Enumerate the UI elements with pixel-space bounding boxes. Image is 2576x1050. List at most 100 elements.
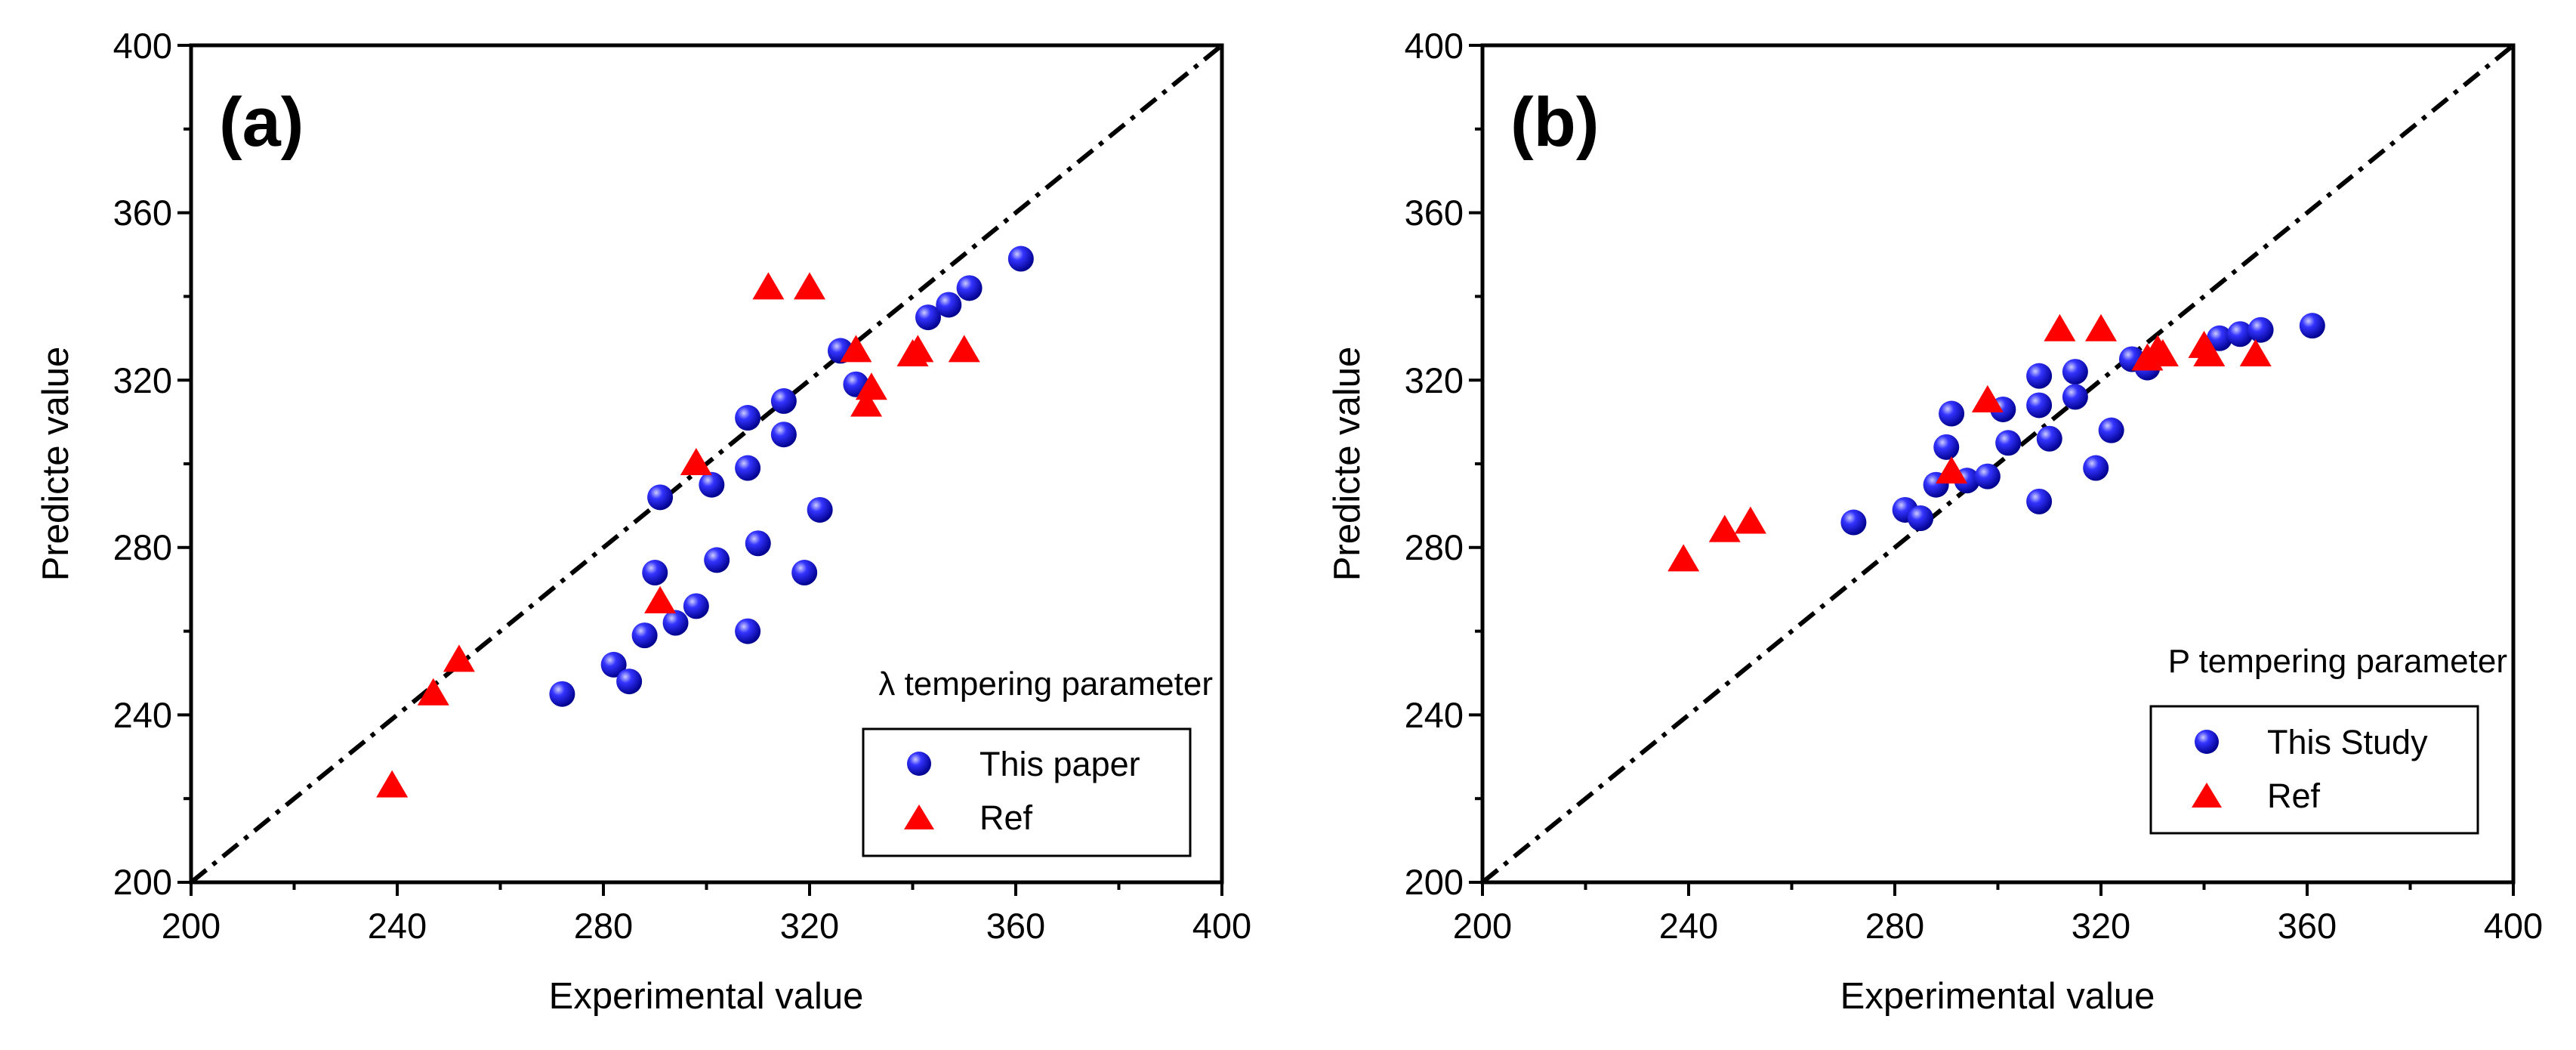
x-tick-label: 400 xyxy=(1192,906,1251,946)
data-point-this-study xyxy=(600,651,627,678)
x-tick-labels: 200 240 280 320 360 400 xyxy=(1453,906,2543,946)
data-point-this-study xyxy=(2083,455,2109,481)
data-point-ref xyxy=(1734,506,1766,534)
x-axis-title: Experimental value xyxy=(1840,976,2155,1017)
axis-ticks xyxy=(177,44,1223,896)
data-point-this-study xyxy=(735,455,761,481)
data-point-this-study xyxy=(745,530,771,557)
annotation-text: P tempering parameter xyxy=(2168,643,2507,680)
y-tick-label: 200 xyxy=(1405,862,1464,902)
data-point-this-study xyxy=(2062,359,2088,385)
x-tick-label: 240 xyxy=(368,906,427,946)
y-tick-label: 400 xyxy=(1405,26,1464,66)
data-point-this-study xyxy=(704,547,730,573)
data-point-this-study xyxy=(642,560,668,586)
data-point-this-study xyxy=(699,471,725,498)
legend-marker-sphere xyxy=(2195,730,2219,754)
panel-label: (a) xyxy=(219,84,304,161)
reference-diagonal-line xyxy=(1481,43,2515,885)
x-tick-label: 200 xyxy=(162,906,221,946)
data-point-ref xyxy=(644,585,677,613)
y-tick-label: 360 xyxy=(113,193,172,233)
data-point-this-study xyxy=(770,422,797,448)
y-tick-label: 240 xyxy=(1405,695,1464,735)
data-point-ref xyxy=(850,389,883,417)
legend-label: This Study xyxy=(2267,723,2428,761)
legend-box xyxy=(2149,705,2479,835)
data-point-this-study xyxy=(1908,505,1934,532)
data-point-this-study xyxy=(2206,325,2232,351)
data-point-this-study xyxy=(662,610,689,636)
data-point-this-study xyxy=(807,496,833,523)
x-tick-label: 240 xyxy=(1659,906,1718,946)
data-point-this-study xyxy=(735,618,761,644)
y-tick-label: 320 xyxy=(1405,360,1464,400)
y-tick-labels: 200 240 280 320 360 400 xyxy=(113,26,172,902)
x-tick-labels: 200 240 280 320 360 400 xyxy=(162,906,1251,946)
data-point-ref xyxy=(752,272,785,300)
data-point-ref xyxy=(902,335,934,363)
data-point-this-study xyxy=(2026,488,2053,514)
data-point-this-study xyxy=(791,560,818,586)
legend-box xyxy=(862,727,1192,857)
data-point-ref xyxy=(840,335,872,363)
x-tick-label: 320 xyxy=(2072,906,2130,946)
y-tick-label: 240 xyxy=(113,695,172,735)
data-point-ref xyxy=(948,335,980,363)
data-point-ref xyxy=(2193,338,2226,366)
data-point-ref xyxy=(1708,514,1741,542)
data-point-this-study xyxy=(683,593,709,619)
x-tick-label: 280 xyxy=(574,906,633,946)
data-point-this-study xyxy=(616,669,643,695)
legend-marker-sphere xyxy=(907,752,931,776)
y-axis-title: Predicte value xyxy=(1327,347,1368,582)
data-point-ref xyxy=(2044,313,2076,341)
data-point-ref xyxy=(794,272,825,300)
x-tick-label: 200 xyxy=(1453,906,1512,946)
data-point-this-study xyxy=(2026,392,2053,418)
y-tick-label: 360 xyxy=(1405,193,1464,233)
y-tick-label: 320 xyxy=(113,360,172,400)
data-point-ref xyxy=(376,770,409,798)
legend: This paper Ref xyxy=(862,727,1192,857)
y-tick-label: 200 xyxy=(113,862,172,902)
legend-marker-triangle xyxy=(2192,783,2222,808)
data-point-this-study xyxy=(2227,321,2254,347)
data-point-ref xyxy=(2146,338,2179,366)
data-point-this-study xyxy=(2036,425,2062,452)
data-point-this-study xyxy=(1974,463,2001,489)
axis-ticks xyxy=(1469,44,2515,896)
x-tick-label: 360 xyxy=(2278,906,2337,946)
data-point-ref xyxy=(1936,456,1968,484)
annotation-text: λ tempering parameter xyxy=(878,666,1213,703)
data-point-this-study xyxy=(2098,417,2124,443)
data-point-this-study xyxy=(1939,400,1965,427)
data-point-this-study xyxy=(631,622,658,649)
data-point-this-study xyxy=(936,292,962,318)
reference-diagonal-line xyxy=(190,43,1223,885)
data-point-ref xyxy=(855,372,887,400)
data-point-this-study xyxy=(2247,317,2274,343)
chart-panel-b: (b) P tempering parameter Experimental v… xyxy=(1327,26,2543,1017)
legend-label: Ref xyxy=(2267,777,2321,815)
chart-panel-a: (a) λ tempering parameter Experimental v… xyxy=(35,26,1251,1017)
legend-label: This paper xyxy=(979,745,1140,783)
data-point-this-study xyxy=(2062,384,2088,410)
data-point-this-study xyxy=(956,275,983,301)
legend-label: Ref xyxy=(979,798,1033,837)
data-point-this-study xyxy=(2299,313,2325,339)
data-point-this-study xyxy=(1840,509,1867,536)
x-tick-label: 360 xyxy=(986,906,1045,946)
x-tick-label: 280 xyxy=(1865,906,1924,946)
data-points xyxy=(376,246,1034,798)
data-point-ref xyxy=(2239,338,2272,366)
data-point-ref xyxy=(680,448,712,475)
data-point-ref xyxy=(1971,384,2004,412)
data-point-this-study xyxy=(770,388,797,414)
y-tick-labels: 200 240 280 320 360 400 xyxy=(1405,26,1464,902)
x-tick-label: 400 xyxy=(2484,906,2543,946)
panel-label: (b) xyxy=(1510,84,1599,161)
x-axis-title: Experimental value xyxy=(549,976,864,1017)
data-point-this-study xyxy=(647,484,674,511)
data-point-ref xyxy=(1667,544,1700,572)
